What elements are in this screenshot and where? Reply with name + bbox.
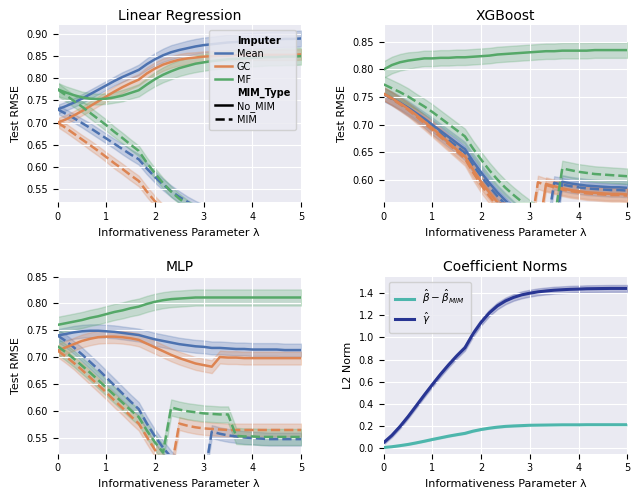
$\hat{\beta} - \hat{\beta}_{MIM}$ (461, 430, 468, 436)
$\hat{\gamma}$ (388, 432, 396, 438)
Y-axis label: L2 Norm: L2 Norm (343, 342, 353, 389)
$\hat{\gamma}$ (396, 423, 404, 429)
$\hat{\beta} - \hat{\beta}_{MIM}$ (510, 423, 518, 429)
$\hat{\gamma}$ (404, 413, 412, 419)
Title: XGBoost: XGBoost (476, 9, 535, 23)
$\hat{\gamma}$ (493, 303, 501, 309)
$\hat{\gamma}$ (583, 286, 591, 292)
$\hat{\gamma}$ (436, 371, 444, 377)
$\hat{\gamma}$ (518, 292, 525, 298)
X-axis label: Informativeness Parameter λ: Informativeness Parameter λ (99, 227, 260, 237)
$\hat{\beta} - \hat{\beta}_{MIM}$ (493, 424, 501, 430)
$\hat{\beta} - \hat{\beta}_{MIM}$ (388, 444, 396, 450)
$\hat{\gamma}$ (420, 392, 428, 398)
$\hat{\beta} - \hat{\beta}_{MIM}$ (396, 443, 404, 449)
$\hat{\gamma}$ (550, 287, 558, 293)
$\hat{\beta} - \hat{\beta}_{MIM}$ (436, 435, 444, 441)
Line: $\hat{\beta} - \hat{\beta}_{MIM}$: $\hat{\beta} - \hat{\beta}_{MIM}$ (384, 425, 627, 448)
$\hat{\beta} - \hat{\beta}_{MIM}$ (607, 422, 615, 428)
$\hat{\beta} - \hat{\beta}_{MIM}$ (559, 422, 566, 428)
$\hat{\gamma}$ (412, 403, 420, 409)
$\hat{\beta} - \hat{\beta}_{MIM}$ (566, 422, 574, 428)
Legend: $\hat{\beta} - \hat{\beta}_{MIM}$, $\hat{\gamma}$: $\hat{\beta} - \hat{\beta}_{MIM}$, $\hat… (389, 282, 471, 333)
$\hat{\beta} - \hat{\beta}_{MIM}$ (420, 438, 428, 444)
$\hat{\gamma}$ (591, 286, 598, 292)
X-axis label: Informativeness Parameter λ: Informativeness Parameter λ (99, 479, 260, 489)
$\hat{\gamma}$ (615, 285, 623, 291)
Legend: Imputer, Mean, GC, MF, MIM_Type, No_MIM, MIM: Imputer, Mean, GC, MF, MIM_Type, No_MIM,… (209, 30, 296, 131)
$\hat{\gamma}$ (566, 286, 574, 292)
$\hat{\beta} - \hat{\beta}_{MIM}$ (615, 422, 623, 428)
$\hat{\gamma}$ (599, 285, 607, 291)
$\hat{\gamma}$ (477, 319, 485, 325)
Y-axis label: Test RMSE: Test RMSE (11, 337, 20, 394)
$\hat{\gamma}$ (461, 345, 468, 351)
X-axis label: Informativeness Parameter λ: Informativeness Parameter λ (425, 479, 586, 489)
$\hat{\beta} - \hat{\beta}_{MIM}$ (542, 422, 550, 428)
$\hat{\beta} - \hat{\beta}_{MIM}$ (502, 423, 509, 429)
$\hat{\gamma}$ (526, 290, 534, 296)
$\hat{\beta} - \hat{\beta}_{MIM}$ (550, 422, 558, 428)
$\hat{\beta} - \hat{\beta}_{MIM}$ (469, 428, 477, 434)
$\hat{\beta} - \hat{\beta}_{MIM}$ (453, 431, 461, 437)
$\hat{\beta} - \hat{\beta}_{MIM}$ (429, 436, 436, 443)
$\hat{\gamma}$ (445, 362, 452, 368)
$\hat{\gamma}$ (542, 288, 550, 294)
$\hat{\beta} - \hat{\beta}_{MIM}$ (534, 422, 542, 428)
Title: Coefficient Norms: Coefficient Norms (444, 260, 568, 274)
Line: $\hat{\gamma}$: $\hat{\gamma}$ (384, 288, 627, 443)
$\hat{\beta} - \hat{\beta}_{MIM}$ (445, 433, 452, 439)
$\hat{\beta} - \hat{\beta}_{MIM}$ (575, 422, 582, 428)
$\hat{\gamma}$ (575, 286, 582, 292)
$\hat{\gamma}$ (510, 294, 518, 300)
Title: Linear Regression: Linear Regression (118, 9, 241, 23)
$\hat{\beta} - \hat{\beta}_{MIM}$ (526, 422, 534, 428)
$\hat{\beta} - \hat{\beta}_{MIM}$ (404, 442, 412, 448)
$\hat{\gamma}$ (485, 310, 493, 316)
$\hat{\beta} - \hat{\beta}_{MIM}$ (518, 422, 525, 428)
$\hat{\gamma}$ (559, 287, 566, 293)
$\hat{\beta} - \hat{\beta}_{MIM}$ (477, 426, 485, 432)
$\hat{\gamma}$ (453, 353, 461, 359)
$\hat{\beta} - \hat{\beta}_{MIM}$ (599, 422, 607, 428)
$\hat{\gamma}$ (469, 331, 477, 337)
X-axis label: Informativeness Parameter λ: Informativeness Parameter λ (425, 227, 586, 237)
$\hat{\gamma}$ (623, 285, 631, 291)
$\hat{\beta} - \hat{\beta}_{MIM}$ (623, 422, 631, 428)
$\hat{\beta} - \hat{\beta}_{MIM}$ (412, 440, 420, 446)
Y-axis label: Test RMSE: Test RMSE (11, 85, 20, 142)
$\hat{\gamma}$ (429, 382, 436, 388)
$\hat{\beta} - \hat{\beta}_{MIM}$ (583, 422, 591, 428)
Y-axis label: Test RMSE: Test RMSE (337, 85, 347, 142)
$\hat{\gamma}$ (607, 285, 615, 291)
$\hat{\gamma}$ (502, 298, 509, 304)
$\hat{\beta} - \hat{\beta}_{MIM}$ (485, 425, 493, 431)
Title: MLP: MLP (165, 260, 193, 274)
$\hat{\gamma}$ (534, 289, 542, 295)
$\hat{\beta} - \hat{\beta}_{MIM}$ (591, 422, 598, 428)
$\hat{\beta} - \hat{\beta}_{MIM}$ (380, 445, 388, 451)
$\hat{\gamma}$ (380, 439, 388, 446)
